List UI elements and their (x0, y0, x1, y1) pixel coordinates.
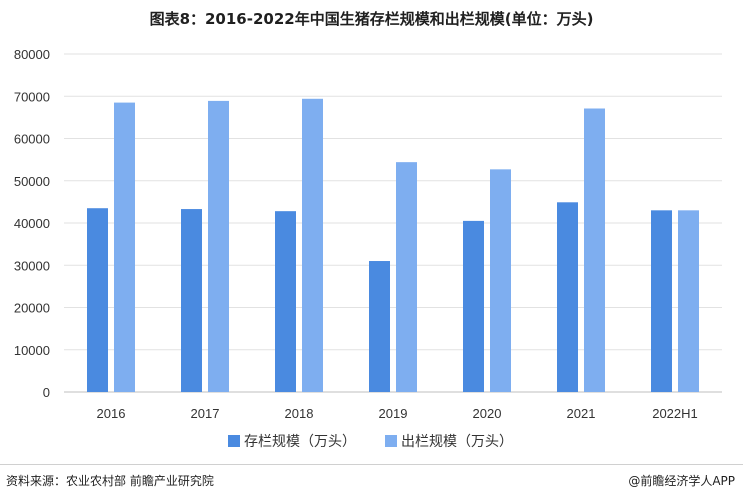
bar-inventory (463, 220, 484, 392)
y-tick-label: 0 (43, 385, 50, 400)
bar-slaughter (208, 100, 229, 393)
y-tick-label: 70000 (14, 89, 50, 104)
y-tick-label: 80000 (14, 47, 50, 62)
bar-slaughter (584, 108, 605, 392)
y-tick-label: 40000 (14, 216, 50, 231)
bar-slaughter (396, 162, 417, 392)
bar-slaughter (490, 169, 511, 392)
bar-slaughter (114, 102, 135, 393)
y-tick-label: 60000 (14, 132, 50, 147)
legend-label-slaughter: 出栏规模（万头） (401, 434, 513, 450)
x-tick-label: 2021 (567, 406, 596, 421)
bar-inventory (369, 261, 390, 392)
legend-swatch-slaughter (385, 435, 397, 447)
bar-slaughter (678, 210, 699, 392)
x-tick-label: 2020 (473, 406, 502, 421)
x-tick-label: 2019 (379, 406, 408, 421)
bar-inventory (87, 208, 108, 392)
x-tick-label: 2018 (285, 406, 314, 421)
y-tick-label: 30000 (14, 258, 50, 273)
x-tick-label: 2017 (191, 406, 220, 421)
y-tick-label: 20000 (14, 301, 50, 316)
legend-label-inventory: 存栏规模（万头） (244, 434, 356, 450)
chart-title: 图表8：2016-2022年中国生猪存栏规模和出栏规模(单位：万头) (149, 10, 594, 28)
brand-credit: @前瞻经济学人APP (628, 474, 735, 488)
footer-divider (0, 464, 743, 465)
bar-inventory (181, 209, 202, 392)
source-note: 资料来源：农业农村部 前瞻产业研究院 (6, 474, 214, 488)
bar-inventory (275, 211, 296, 392)
x-tick-label: 2016 (97, 406, 126, 421)
bar-inventory (557, 202, 578, 392)
y-tick-label: 50000 (14, 174, 50, 189)
bar-slaughter (302, 98, 323, 392)
bar-inventory (651, 210, 672, 392)
x-tick-label: 2022H1 (652, 406, 698, 421)
legend-swatch-inventory (228, 435, 240, 447)
y-tick-label: 10000 (14, 343, 50, 358)
